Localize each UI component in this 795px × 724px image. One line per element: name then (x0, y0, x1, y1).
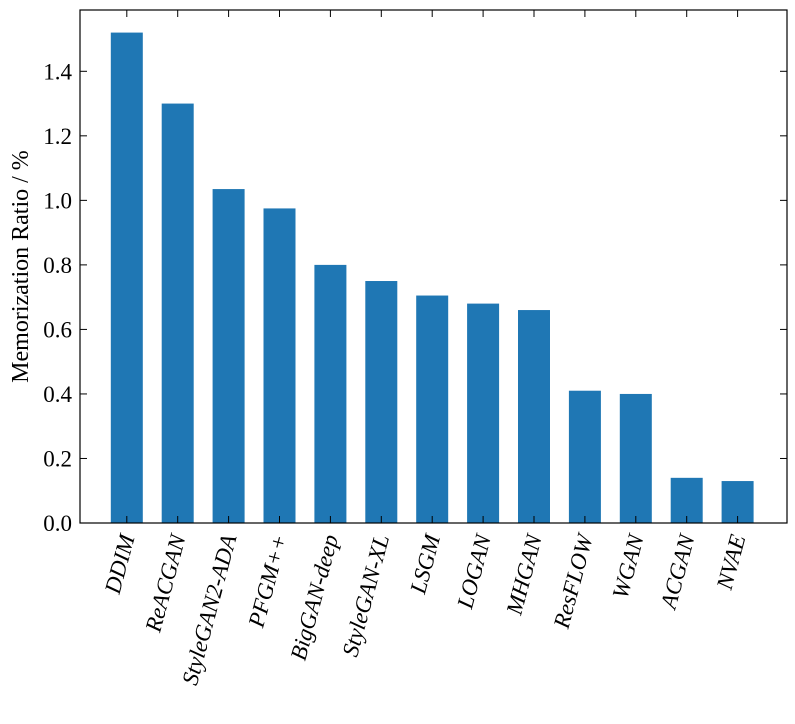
y-tick-label: 1.0 (43, 188, 72, 213)
bar-resflow (568, 390, 601, 523)
bar-stylegan2-ada (212, 189, 245, 523)
x-tick-label: BigGAN-deep (286, 532, 344, 663)
x-tick-label: DDIM (100, 530, 140, 597)
x-tick-label: ReACGAN (140, 530, 191, 635)
bar-lsgm (416, 295, 449, 523)
bar-logan (467, 303, 500, 523)
bar-pfgm (263, 208, 296, 523)
x-tick-label: MHGAN (501, 530, 547, 618)
x-tick-label: LOGAN (452, 530, 496, 612)
y-tick-label: 0.2 (43, 446, 72, 471)
y-tick-label: 1.2 (43, 124, 72, 149)
y-tick-label: 0.8 (43, 253, 72, 278)
x-tick-label: StyleGAN2-ADA (177, 531, 241, 688)
y-axis-label: Memorization Ratio / % (8, 150, 34, 383)
x-tick-label: StyleGAN-XL (338, 532, 395, 659)
x-tick-label: ResFLOW (549, 530, 599, 632)
bars-group (110, 32, 754, 524)
bar-reacgan (161, 103, 194, 523)
x-tick-label: LSGM (405, 530, 445, 597)
x-tick-label: WGAN (608, 530, 649, 601)
bar-stylegan-xl (365, 281, 398, 523)
bar-wgan (619, 393, 652, 523)
bar-mhgan (518, 310, 550, 523)
y-tick-label: 0.4 (43, 382, 72, 407)
x-tick-label: ACGAN (655, 530, 700, 613)
y-tick-label: 1.4 (43, 59, 72, 84)
x-tick-label: NVAE (712, 532, 751, 593)
bar-ddim (110, 32, 143, 524)
y-axis-ticks: 0.0 0.2 0.4 0.6 0.8 1.0 1.2 1.4 (43, 59, 787, 536)
bar-biggan-deep (314, 264, 347, 523)
x-tick-label: PFGM++ (243, 532, 292, 631)
y-tick-label: 0.6 (43, 317, 72, 342)
plot-frame (79, 9, 788, 524)
y-tick-label: 0.0 (43, 511, 72, 536)
bar-acgan (670, 477, 703, 523)
